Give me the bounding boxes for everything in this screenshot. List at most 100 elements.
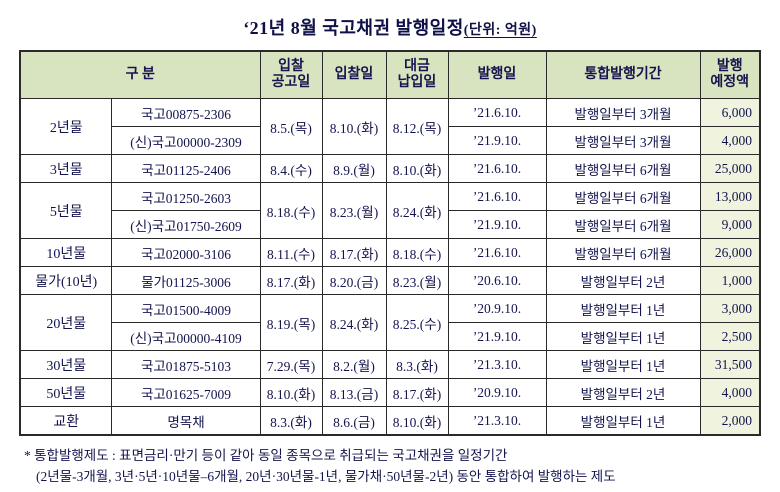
cell-issue: ’21.3.10. bbox=[447, 350, 547, 379]
cell-group: 5년물 bbox=[19, 182, 113, 239]
cell-group: 3년물 bbox=[19, 154, 113, 183]
cell-notice: 7.29.(목) bbox=[259, 350, 323, 379]
table-row: 5년물 국고01250-2603 8.18.(수) 8.23.(월) 8.24.… bbox=[19, 182, 761, 239]
cell-notice: 8.11.(수) bbox=[259, 238, 323, 267]
cell-notice: 8.10.(화) bbox=[259, 378, 323, 407]
title-unit: (단위: 억원) bbox=[463, 23, 537, 38]
header-issue-date: 발행일 bbox=[447, 50, 547, 99]
cell-notice: 8.18.(수) bbox=[259, 182, 323, 239]
cell-issue: ’21.9.10. bbox=[447, 322, 547, 351]
cell-bond: (신)국고00000-4109 bbox=[111, 322, 261, 351]
cell-group: 10년물 bbox=[19, 238, 113, 267]
cell-amount: 3,000 bbox=[699, 294, 761, 323]
header-row: 구 분 입찰 공고일 입찰일 대금 납입일 발행일 통합발행기간 발행 예정액 bbox=[19, 50, 761, 99]
cell-bond: 국고02000-3106 bbox=[111, 238, 261, 267]
cell-amount: 31,500 bbox=[699, 350, 761, 379]
footnote: * 통합발행제도 : 표면금리·만기 등이 같아 동일 종목으로 취급되는 국고… bbox=[18, 446, 762, 488]
cell-group: 2년물 bbox=[19, 98, 113, 155]
cell-amount: 1,000 bbox=[699, 266, 761, 295]
cell-period: 발행일부터 1년 bbox=[545, 322, 701, 351]
cell-issue: ’21.3.10. bbox=[447, 406, 547, 436]
cell-payment: 8.3.(화) bbox=[385, 350, 449, 379]
cell-issue: ’20.9.10. bbox=[447, 294, 547, 323]
cell-period: 발행일부터 6개월 bbox=[545, 182, 701, 211]
cell-period: 발행일부터 2년 bbox=[545, 266, 701, 295]
table-row: 물가(10년) 물가01125-3006 8.17.(화) 8.20.(금) 8… bbox=[19, 266, 761, 295]
cell-bond: 명목채 bbox=[111, 406, 261, 436]
cell-bond: 국고01500-4009 bbox=[111, 294, 261, 323]
cell-amount: 2,500 bbox=[699, 322, 761, 351]
cell-auction: 8.2.(월) bbox=[321, 350, 387, 379]
cell-payment: 8.10.(화) bbox=[385, 406, 449, 436]
cell-issue: ’21.6.10. bbox=[447, 98, 547, 127]
header-payment-date: 대금 납입일 bbox=[385, 50, 449, 99]
cell-auction: 8.17.(화) bbox=[321, 238, 387, 267]
cell-group: 교환 bbox=[19, 406, 113, 436]
cell-issue: ’21.6.10. bbox=[447, 238, 547, 267]
cell-issue: ’21.6.10. bbox=[447, 182, 547, 211]
cell-amount: 26,000 bbox=[699, 238, 761, 267]
cell-group: 50년물 bbox=[19, 378, 113, 407]
cell-amount: 9,000 bbox=[699, 210, 761, 239]
cell-amount: 4,000 bbox=[699, 378, 761, 407]
cell-notice: 8.17.(화) bbox=[259, 266, 323, 295]
cell-issue: ’21.9.10. bbox=[447, 210, 547, 239]
table-row: (신)국고00000-4109 ’21.9.10. 발행일부터 1년 2,500 bbox=[20, 322, 761, 351]
cell-period: 발행일부터 6개월 bbox=[545, 238, 701, 267]
cell-issue: ’21.6.10. bbox=[447, 154, 547, 183]
table-row: (신)국고01750-2609 ’21.9.10. 발행일부터 6개월 9,00… bbox=[20, 210, 761, 239]
cell-period: 발행일부터 1년 bbox=[545, 406, 701, 436]
page-title: ‘21년 8월 국고채권 발행일정(단위: 억원) bbox=[0, 14, 780, 40]
cell-notice: 8.4.(수) bbox=[259, 154, 323, 183]
cell-period: 발행일부터 1년 bbox=[545, 350, 701, 379]
cell-auction: 8.10.(화) bbox=[321, 98, 387, 155]
cell-payment: 8.23.(월) bbox=[385, 266, 449, 295]
cell-payment: 8.18.(수) bbox=[385, 238, 449, 267]
header-notice-date: 입찰 공고일 bbox=[259, 50, 323, 99]
cell-auction: 8.6.(금) bbox=[321, 406, 387, 436]
cell-bond: (신)국고00000-2309 bbox=[111, 126, 261, 155]
cell-bond: 국고01625-7009 bbox=[111, 378, 261, 407]
cell-auction: 8.13.(금) bbox=[321, 378, 387, 407]
issuance-schedule-table: 구 분 입찰 공고일 입찰일 대금 납입일 발행일 통합발행기간 발행 예정액 … bbox=[18, 50, 761, 436]
header-planned-amount: 발행 예정액 bbox=[699, 50, 761, 99]
cell-bond: 국고01250-2603 bbox=[111, 182, 261, 211]
cell-amount: 13,000 bbox=[699, 182, 761, 211]
cell-issue: ’20.6.10. bbox=[447, 266, 547, 295]
title-text: ‘21년 8월 국고채권 발행일정 bbox=[243, 18, 464, 38]
cell-amount: 4,000 bbox=[699, 126, 761, 155]
cell-payment: 8.17.(화) bbox=[385, 378, 449, 407]
header-gubun: 구 분 bbox=[19, 50, 261, 99]
table-row: (신)국고00000-2309 ’21.9.10. 발행일부터 3개월 4,00… bbox=[20, 126, 761, 155]
cell-bond: 국고01125-2406 bbox=[111, 154, 261, 183]
footnote-line-1: * 통합발행제도 : 표면금리·만기 등이 같아 동일 종목으로 취급되는 국고… bbox=[24, 448, 508, 463]
table-row: 2년물 국고00875-2306 8.5.(목) 8.10.(화) 8.12.(… bbox=[19, 98, 761, 155]
header-auction-date: 입찰일 bbox=[321, 50, 387, 99]
cell-group: 물가(10년) bbox=[19, 266, 113, 295]
cell-notice: 8.5.(목) bbox=[259, 98, 323, 155]
cell-auction: 8.20.(금) bbox=[321, 266, 387, 295]
table-row: 3년물 국고01125-2406 8.4.(수) 8.9.(월) 8.10.(화… bbox=[19, 154, 761, 183]
cell-amount: 25,000 bbox=[699, 154, 761, 183]
cell-auction: 8.9.(월) bbox=[321, 154, 387, 183]
cell-period: 발행일부터 3개월 bbox=[545, 98, 701, 127]
cell-group: 20년물 bbox=[19, 294, 113, 351]
cell-period: 발행일부터 6개월 bbox=[545, 210, 701, 239]
cell-issue: ’20.9.10. bbox=[447, 378, 547, 407]
table-row: 20년물 국고01500-4009 8.19.(목) 8.24.(화) 8.25… bbox=[19, 294, 761, 351]
cell-payment: 8.12.(목) bbox=[385, 98, 449, 155]
cell-bond: 국고00875-2306 bbox=[111, 98, 261, 127]
cell-period: 발행일부터 2년 bbox=[545, 378, 701, 407]
cell-issue: ’21.9.10. bbox=[447, 126, 547, 155]
cell-period: 발행일부터 3개월 bbox=[545, 126, 701, 155]
cell-auction: 8.24.(화) bbox=[321, 294, 387, 351]
cell-period: 발행일부터 1년 bbox=[545, 294, 701, 323]
cell-auction: 8.23.(월) bbox=[321, 182, 387, 239]
table-row: 10년물 국고02000-3106 8.11.(수) 8.17.(화) 8.18… bbox=[19, 238, 761, 267]
cell-bond: (신)국고01750-2609 bbox=[111, 210, 261, 239]
footnote-line-2: (2년물-3개월, 3년·5년·10년물–6개월, 20년·30년물-1년, 물… bbox=[36, 468, 616, 484]
cell-notice: 8.19.(목) bbox=[259, 294, 323, 351]
cell-amount: 2,000 bbox=[699, 406, 761, 436]
cell-payment: 8.25.(수) bbox=[385, 294, 449, 351]
